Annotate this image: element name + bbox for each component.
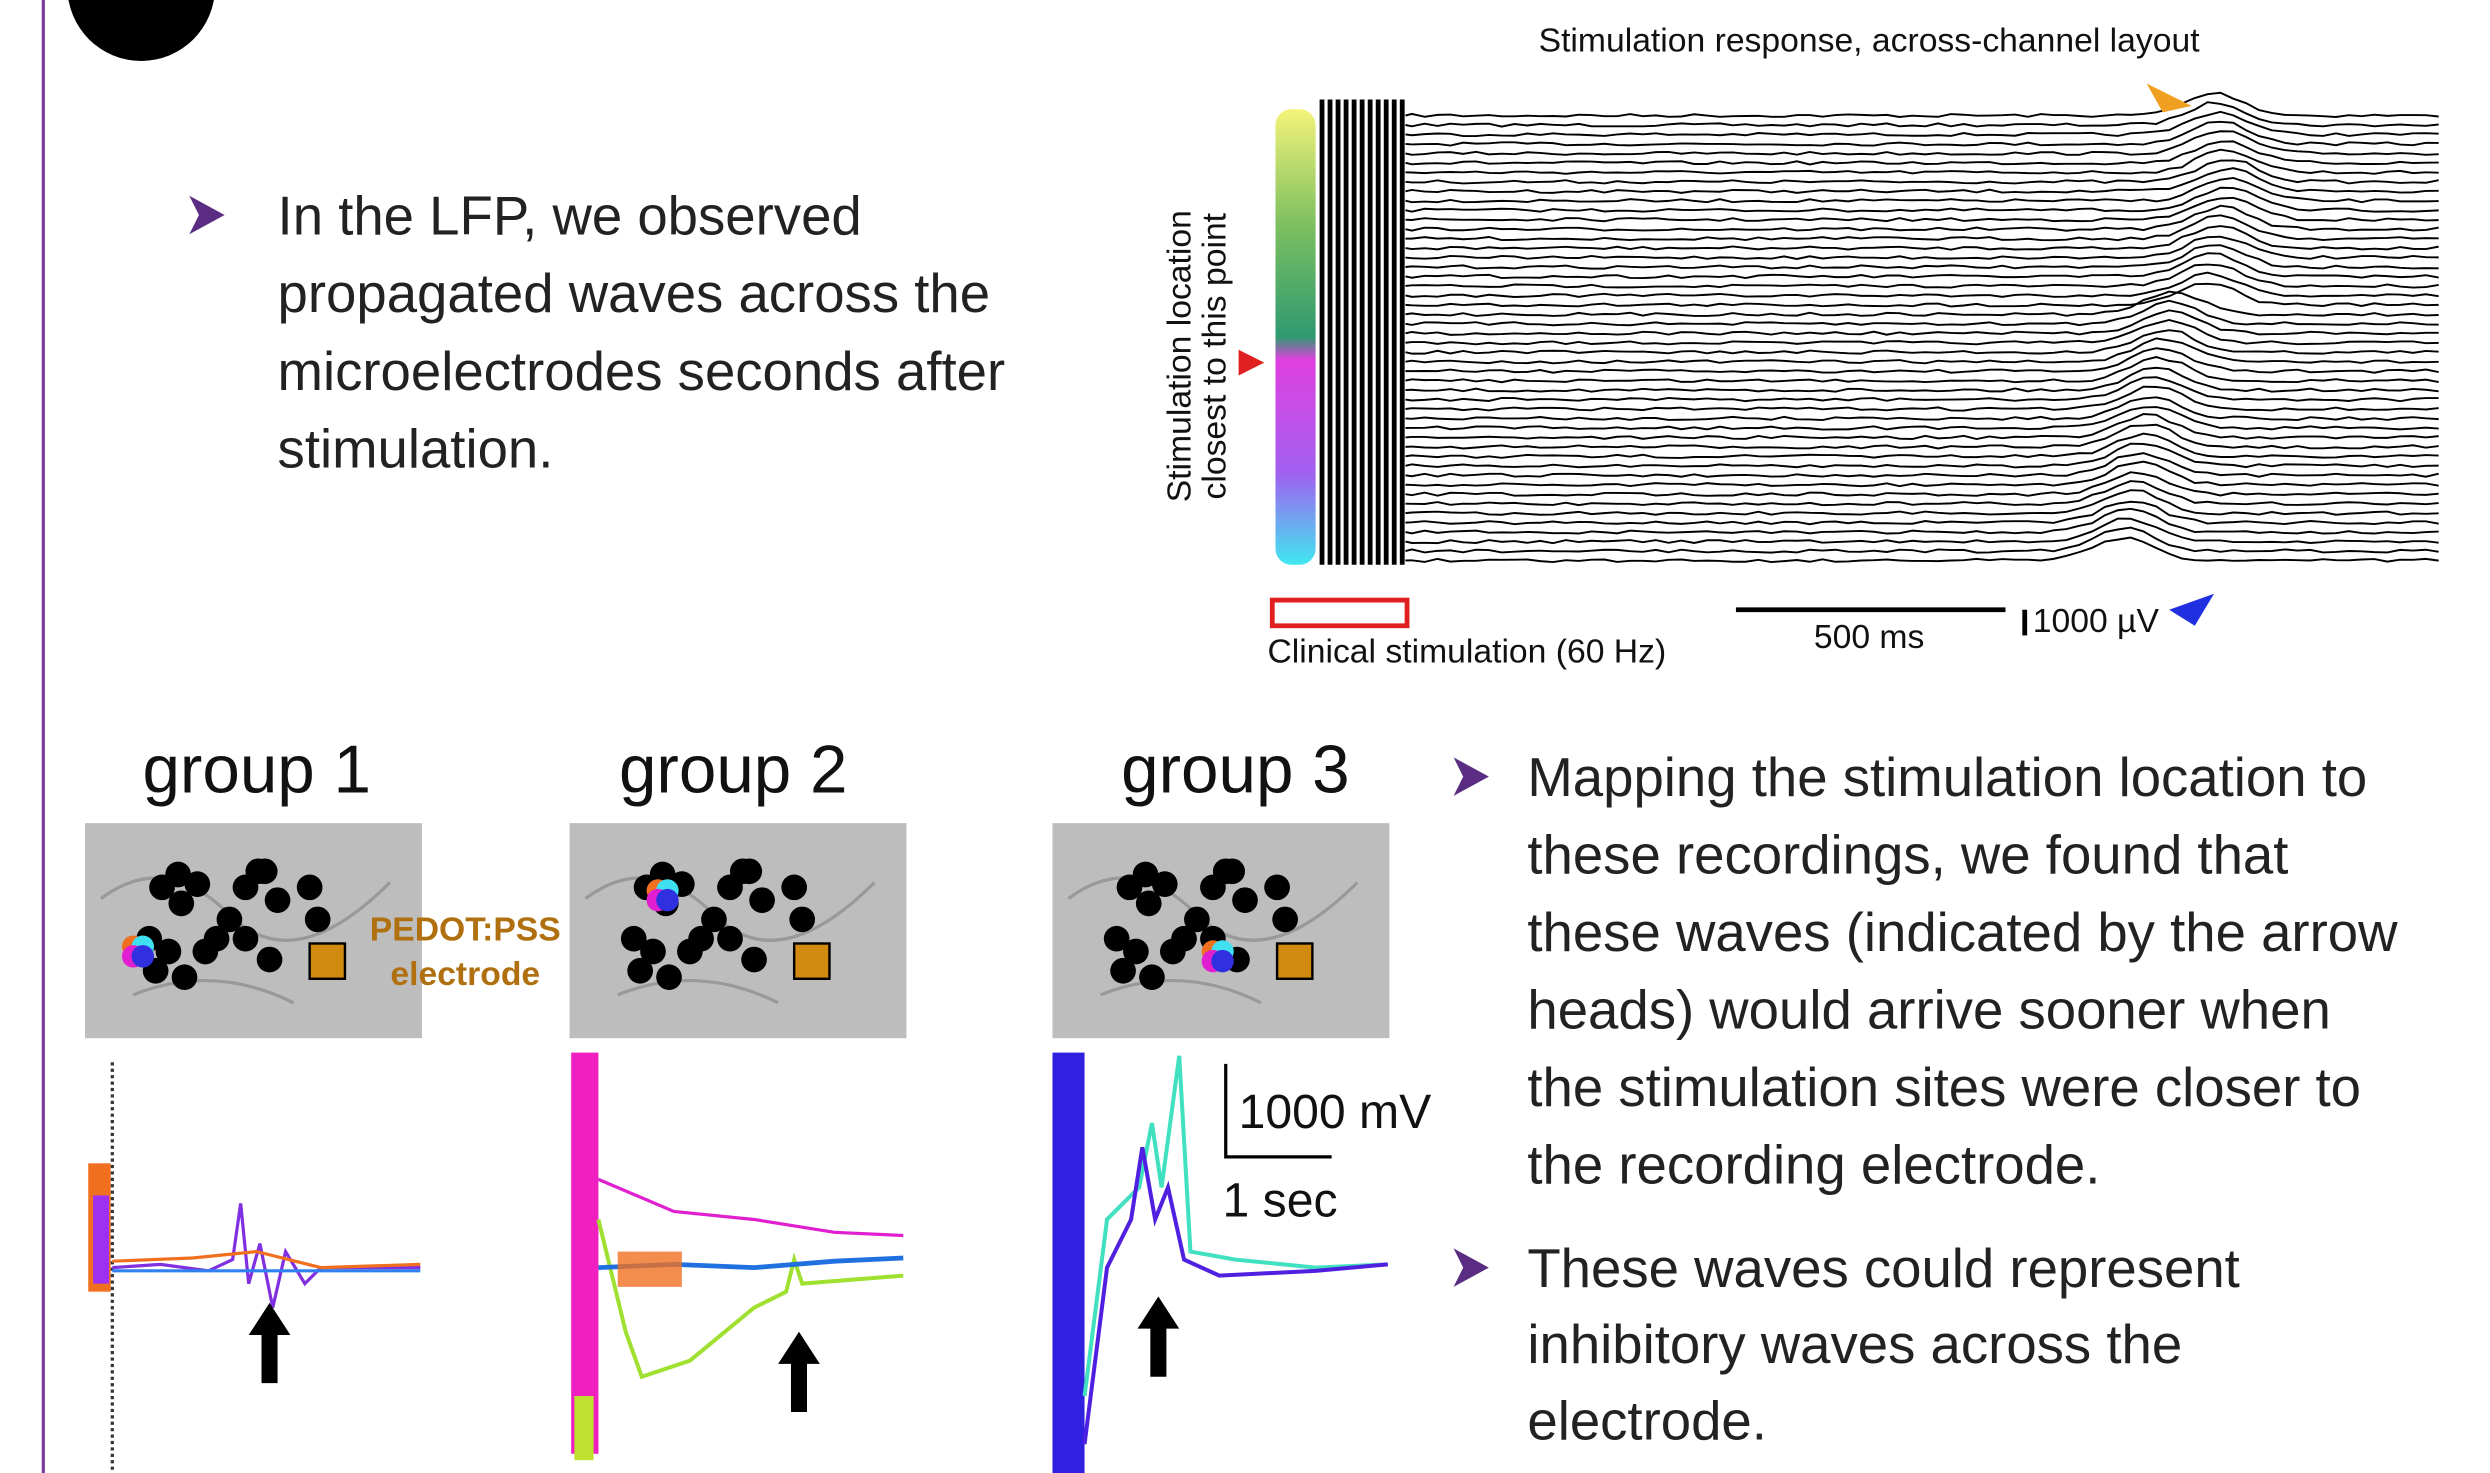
electrode-dot [789, 907, 815, 933]
wave-arrow [2147, 83, 2192, 112]
electrode-dot [1213, 858, 1239, 884]
pedot-electrode [310, 943, 345, 978]
group-title: group 3 [1121, 733, 1350, 808]
bullet-2: Mapping the stimulation location to these… [1454, 747, 2399, 1196]
electrode-dot [265, 887, 291, 913]
stim-site [132, 945, 154, 967]
y-label: closest to this point [1197, 212, 1234, 499]
stim-artifact [618, 1252, 682, 1287]
pedot-electrode [794, 943, 829, 978]
electrode-dot [730, 858, 756, 884]
trace [598, 1219, 903, 1376]
color-bar [1275, 109, 1315, 565]
top-figure: Stimulation response, across-channel lay… [1161, 22, 2438, 670]
slide-badge [67, 0, 215, 61]
trace [598, 1179, 903, 1235]
bullet-line: the stimulation sites were closer to [1527, 1057, 2361, 1118]
bullet-arrow [1454, 757, 1489, 796]
location-marker [1239, 350, 1265, 376]
group-title: group 2 [619, 733, 848, 808]
stim-artifact [571, 1053, 598, 1454]
stim-label: Clinical stimulation (60 Hz) [1267, 634, 1666, 671]
bullet-line: These waves could represent [1527, 1238, 2239, 1299]
stim-artifact [93, 1195, 109, 1283]
electrode-dot [688, 926, 714, 952]
stim-site [1211, 950, 1233, 972]
bullet-3: These waves could represent inhibitory wa… [1454, 1238, 2240, 1451]
bullet-line: stimulation. [278, 419, 554, 480]
electrode-dot [245, 858, 271, 884]
bullet-line: electrode. [1527, 1390, 1767, 1451]
electrode-dot [204, 926, 230, 952]
group-title: group 1 [142, 733, 371, 808]
bullet-line: microelectrodes seconds after [278, 341, 1006, 402]
electrode-dot [656, 964, 682, 990]
electrode-dot [1232, 887, 1258, 913]
electrode-dot [297, 874, 323, 900]
stim-site [656, 889, 678, 911]
stim-artifact [574, 1396, 593, 1460]
electrode-dot [627, 958, 653, 984]
bullet-arrow [189, 196, 224, 235]
electrode-dot [233, 926, 259, 952]
bullet-line: these waves (indicated by the arrow [1527, 902, 2398, 963]
electrode-label: PEDOT:PSS [370, 911, 561, 948]
wave-arrow [778, 1332, 820, 1412]
electrode-dot [741, 947, 767, 973]
bullet-arrow [1454, 1248, 1489, 1287]
wave-arrow [249, 1303, 291, 1383]
electrode-dot [1110, 958, 1136, 984]
y-label: Stimulation location [1161, 210, 1198, 502]
voltage-scale: 1000 mV [1239, 1085, 1432, 1139]
bullet-line: inhibitory waves across the [1527, 1314, 2182, 1375]
electrode-dot [1139, 964, 1165, 990]
electrode-dot [168, 891, 194, 917]
electrode-dot [749, 887, 775, 913]
groups: group 1 group 2 group 3 PEDOT:PSS electr… [85, 733, 1431, 1473]
bullet-line: heads) would arrive sooner when [1527, 979, 2330, 1040]
bullet-line: Mapping the stimulation location to [1527, 747, 2367, 808]
channel-trace [1405, 93, 2438, 117]
time-scale: 500 ms [1814, 619, 1924, 656]
bullet-line: propagated waves across the [278, 263, 991, 324]
electrode-dot [781, 874, 807, 900]
electrode-dot [1136, 891, 1162, 917]
electrode-dot [1264, 874, 1290, 900]
wave-arrow [2169, 594, 2214, 626]
electrode-dot [172, 964, 198, 990]
figure-title: Stimulation response, across-channel lay… [1539, 22, 2201, 59]
stim-artifact [1052, 1053, 1084, 1473]
wave-arrow [1138, 1296, 1180, 1376]
bullet-line: the recording electrode. [1527, 1134, 2100, 1195]
electrode-dot [1171, 926, 1197, 952]
channel-traces [1322, 93, 2439, 565]
bullet-line: In the LFP, we observed [278, 185, 862, 246]
time-scale: 1 sec [1223, 1173, 1338, 1227]
slide: In the LFP, we observed propagated waves … [0, 0, 2490, 1473]
electrode-dot [717, 926, 743, 952]
bullet-line: these recordings, we found that [1527, 824, 2288, 885]
bullet-1: In the LFP, we observed propagated waves … [189, 185, 1005, 479]
electrode-label: electrode [390, 956, 540, 993]
stim-box [1272, 600, 1407, 626]
electrode-dot [1272, 907, 1298, 933]
pedot-electrode [1277, 943, 1312, 978]
voltage-scale: 1000 µV [2033, 603, 2160, 640]
electrode-dot [257, 947, 283, 973]
electrode-dot [305, 907, 331, 933]
